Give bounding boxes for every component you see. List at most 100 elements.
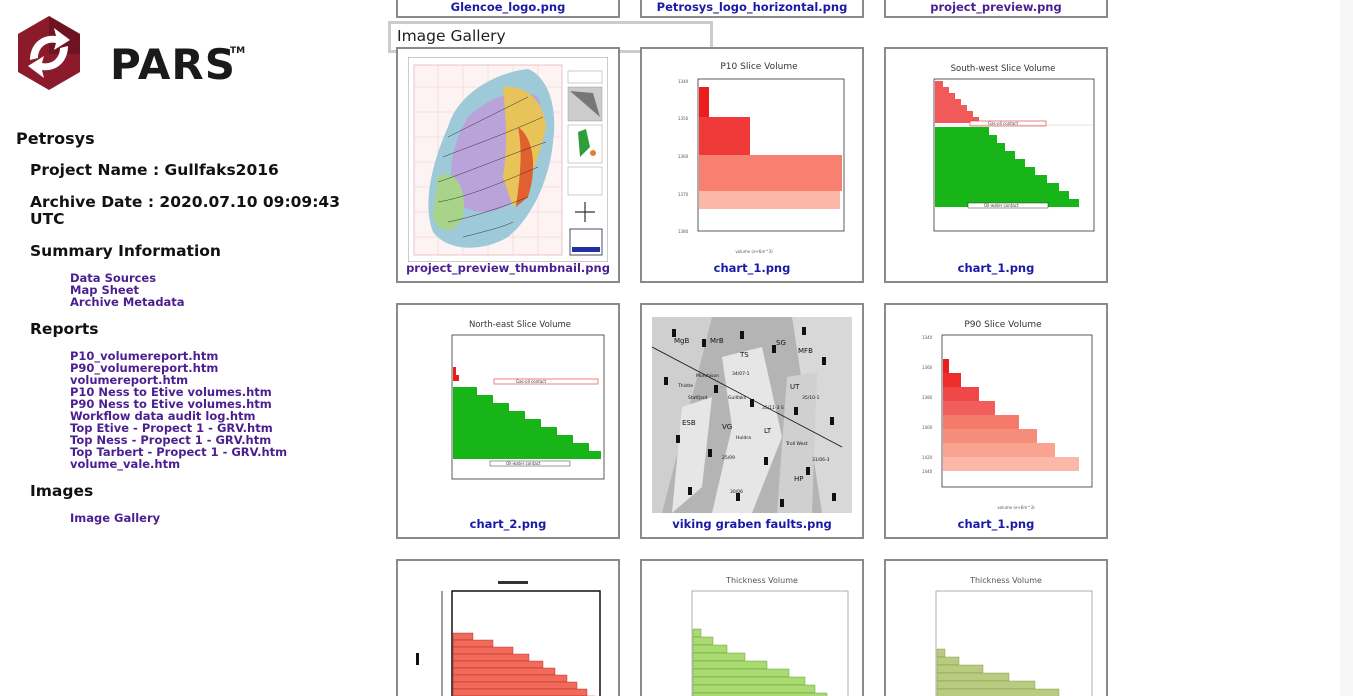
report-link[interactable]: P90 Ness to Etive volumes.htm <box>70 397 272 411</box>
thumb-title: Thickness Volume <box>969 576 1042 585</box>
thumb-title: P10 Slice Volume <box>720 62 798 72</box>
tile-caption[interactable]: Glencoe_logo.png <box>450 0 566 14</box>
link-data-sources[interactable]: Data Sources <box>70 271 157 285</box>
svg-text:MrB: MrB <box>710 337 724 345</box>
svg-text:VG: VG <box>722 423 732 431</box>
contact-label: Gas-oil contact <box>516 379 546 384</box>
archive-date: Archive Date : 2020.07.10 09:09:43 UTC <box>30 193 340 228</box>
p90-slice-volume-thumbnail: P90 Slice Volume 1340 1360 1380 1400 1420 144… <box>922 320 1093 510</box>
svg-text:1360: 1360 <box>678 154 689 159</box>
svg-text:Gullfaks: Gullfaks <box>728 395 747 401</box>
link-image-gallery[interactable]: Image Gallery <box>70 511 161 525</box>
p10-slice-volume-thumbnail: P10 Slice Volume 1340 1350 1360 1370 1380 vo… <box>678 62 845 254</box>
svg-text:1370: 1370 <box>678 192 689 197</box>
svg-text:1360: 1360 <box>922 365 933 370</box>
images-heading: Images <box>30 482 94 500</box>
svg-text:UT: UT <box>790 383 800 391</box>
link-archive-metadata[interactable]: Archive Metadata <box>70 295 185 309</box>
contact-label: Oil-water contact <box>984 203 1019 208</box>
project-name: Project Name : Gullfaks2016 <box>30 161 279 179</box>
project-preview-map-thumbnail <box>408 57 608 262</box>
tile-caption[interactable]: chart_2.png <box>469 517 547 531</box>
report-link[interactable]: Top Tarbert - Propect 1 - GRV.htm <box>70 445 288 459</box>
svg-text:1340: 1340 <box>922 335 933 340</box>
gallery-tile[interactable]: Glencoe_logo.png <box>396 0 620 18</box>
svg-text:MgB: MgB <box>674 337 689 345</box>
summary-heading: Summary Information <box>30 242 221 260</box>
svg-text:1340: 1340 <box>678 79 689 84</box>
gallery-tile[interactable]: South-west Slice Volume Gas-oil contact … <box>884 47 1108 283</box>
svg-text:volume (e+6m^3): volume (e+6m^3) <box>997 505 1035 510</box>
svg-text:1380: 1380 <box>678 229 689 234</box>
viking-graben-faults-thumbnail: MgB MrB TS SG MFB UT ESB VG LT HP Troll … <box>652 317 852 513</box>
tile-caption[interactable]: project_preview_thumbnail.png <box>406 261 610 275</box>
tile-caption[interactable]: project_preview.png <box>930 0 1062 14</box>
sidebar: PARS TM Petrosys Project Name : Gullfaks… <box>0 0 380 696</box>
svg-text:35/11-3 S: 35/11-3 S <box>762 405 784 411</box>
svg-text:Statfjord: Statfjord <box>688 395 708 401</box>
gallery-tile[interactable]: MgB MrB TS SG MFB UT ESB VG LT HP Troll … <box>640 303 864 539</box>
summary-links: Data Sources Map Sheet Archive Metadata <box>70 272 185 308</box>
svg-text:ESB: ESB <box>682 419 696 427</box>
logo-trademark: TM <box>230 46 246 56</box>
gallery-tile[interactable]: North-east Slice Volume Gas-oil contact … <box>396 303 620 539</box>
svg-text:Murchison: Murchison <box>696 373 719 379</box>
gallery-tile[interactable]: P10 Slice Volume 1340 1350 1360 1370 1380 vo… <box>640 47 864 283</box>
svg-text:31/06-3: 31/06-3 <box>812 457 830 463</box>
tile-caption[interactable]: chart_1.png <box>713 261 791 275</box>
svg-text:34/07-1: 34/07-1 <box>732 371 750 377</box>
svg-text:1350: 1350 <box>678 116 689 121</box>
gallery-tile[interactable]: P90 Slice Volume 1340 1360 1380 1400 1420 144… <box>884 303 1108 539</box>
link-map-sheet[interactable]: Map Sheet <box>70 283 140 297</box>
thumb-title: South-west Slice Volume <box>951 64 1056 74</box>
gallery-tile[interactable]: Thickness Volume <box>640 559 864 696</box>
gallery-tile[interactable]: Petrosys_logo_horizontal.png <box>640 0 864 18</box>
gallery-tile[interactable]: project_preview_thumbnail.png <box>396 47 620 283</box>
svg-text:TS: TS <box>739 351 749 359</box>
thumb-title: P90 Slice Volume <box>964 320 1042 330</box>
report-link[interactable]: P10 Ness to Etive volumes.htm <box>70 385 272 399</box>
report-link[interactable]: P90_volumereport.htm <box>70 361 219 375</box>
report-links: P10_volumereport.htm P90_volumereport.ht… <box>70 350 287 470</box>
report-link[interactable]: P10_volumereport.htm <box>70 349 219 363</box>
svg-text:volume (e+6m^3): volume (e+6m^3) <box>735 249 773 254</box>
report-link[interactable]: Top Etive - Propect 1 - GRV.htm <box>70 421 273 435</box>
thumb-title: North-east Slice Volume <box>469 320 571 330</box>
report-link[interactable]: volume_vale.htm <box>70 457 181 471</box>
svg-text:HP: HP <box>794 475 804 483</box>
report-link[interactable]: volumereport.htm <box>70 373 189 387</box>
southwest-slice-volume-thumbnail: South-west Slice Volume Gas-oil contact … <box>933 64 1095 232</box>
company-heading: Petrosys <box>16 129 95 148</box>
thickness-volume-thumbnail: Thickness Volume <box>691 576 849 696</box>
pars-logo-icon <box>18 16 80 90</box>
svg-text:25/09: 25/09 <box>722 455 735 461</box>
tile-caption[interactable]: chart_1.png <box>957 261 1035 275</box>
tile-caption[interactable]: chart_1.png <box>957 517 1035 531</box>
image-links: Image Gallery <box>70 512 160 524</box>
gallery-tile[interactable] <box>396 559 620 696</box>
svg-text:SG: SG <box>776 339 786 347</box>
gallery-tile[interactable]: project_preview.png <box>884 0 1108 18</box>
svg-text:1440: 1440 <box>922 469 933 474</box>
svg-text:35/10-1: 35/10-1 <box>802 395 820 401</box>
page-scrollbar-track[interactable] <box>1340 0 1353 696</box>
northeast-slice-volume-thumbnail: North-east Slice Volume Gas-oil contact … <box>451 320 605 480</box>
report-link[interactable]: Top Ness - Propect 1 - GRV.htm <box>70 433 272 447</box>
logo-text: PARS <box>110 40 237 89</box>
chart-thumbnail <box>416 581 601 696</box>
svg-text:LT: LT <box>764 427 772 435</box>
thickness-volume-thumbnail: Thickness Volume <box>935 576 1093 696</box>
thumb-title: Thickness Volume <box>725 576 798 585</box>
svg-text:Troll West: Troll West <box>785 441 808 447</box>
gallery-tile[interactable]: Thickness Volume <box>884 559 1108 696</box>
tile-caption[interactable]: Petrosys_logo_horizontal.png <box>656 0 848 14</box>
pars-logo: PARS TM <box>14 14 246 100</box>
contact-label: Gas-oil contact <box>988 121 1018 126</box>
contact-label: Oil-water contact <box>506 461 541 466</box>
report-link[interactable]: Workflow data audit log.htm <box>70 409 256 423</box>
svg-text:1400: 1400 <box>922 425 933 430</box>
svg-text:Thistle: Thistle <box>677 383 693 389</box>
reports-heading: Reports <box>30 320 99 338</box>
svg-text:1380: 1380 <box>922 395 933 400</box>
tile-caption[interactable]: viking graben faults.png <box>672 517 832 531</box>
